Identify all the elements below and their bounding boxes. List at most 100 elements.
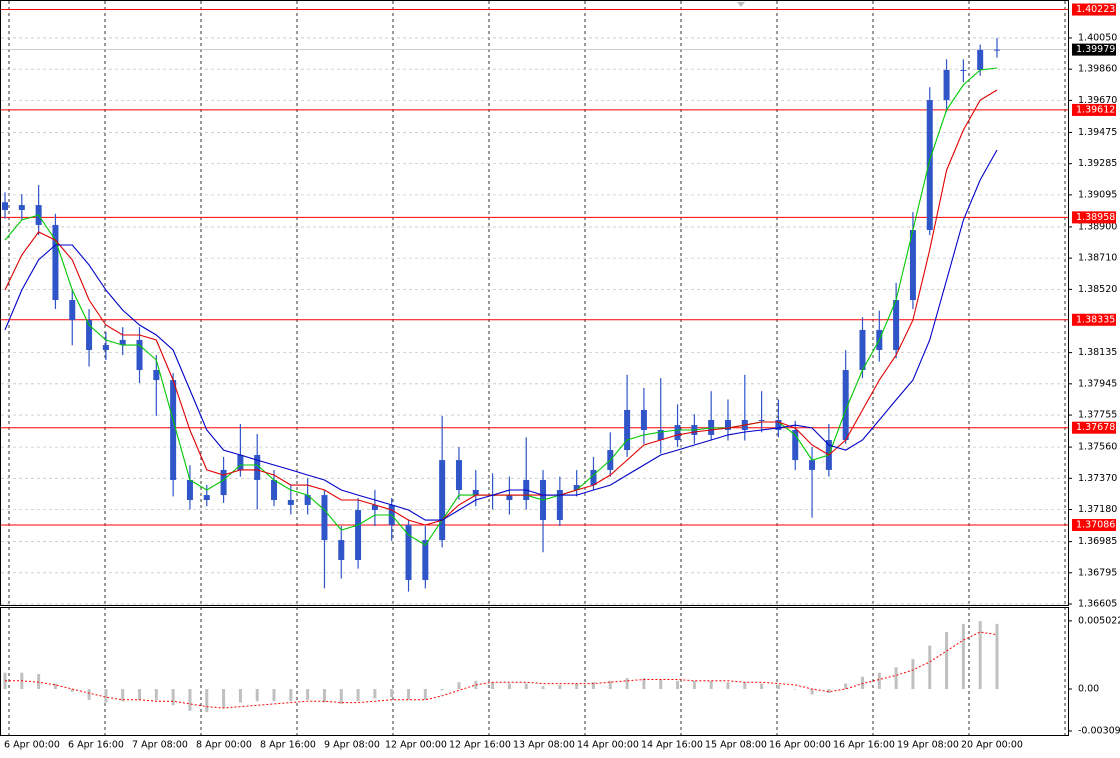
level-label-box xyxy=(1072,313,1116,326)
x-tick-label: 8 Apr 16:00 xyxy=(260,740,316,751)
histogram-bar xyxy=(70,688,74,692)
candle-body xyxy=(809,460,816,470)
level-label-box xyxy=(1072,3,1116,16)
histogram-bar xyxy=(205,688,209,713)
x-tick-label: 13 Apr 08:00 xyxy=(513,740,575,751)
histogram-bar xyxy=(558,684,562,689)
candle-body xyxy=(977,49,984,70)
histogram-bar xyxy=(961,623,965,689)
y-tick-label: 1.37755 xyxy=(1078,410,1117,421)
histogram-bar xyxy=(37,674,41,689)
level-label-box xyxy=(1072,103,1116,116)
x-tick-label: 14 Apr 16:00 xyxy=(641,740,703,751)
histogram-bar xyxy=(491,682,495,689)
level-label-box xyxy=(1072,211,1116,224)
candle-body xyxy=(758,419,765,421)
last-price-label: 1.39979 xyxy=(1076,44,1115,55)
x-tick-label: 9 Apr 08:00 xyxy=(324,740,380,751)
price-frame xyxy=(0,0,1069,606)
histogram-bar xyxy=(877,672,881,689)
histogram-bar xyxy=(928,645,932,689)
candle-body xyxy=(2,202,8,210)
candle-body xyxy=(573,485,580,490)
y-tick-label: 1.37180 xyxy=(1078,504,1117,515)
histogram-bar xyxy=(339,688,343,704)
candle-body xyxy=(136,339,143,371)
y-tick-label: 0.00 xyxy=(1078,683,1099,694)
y-tick-label: 1.37370 xyxy=(1078,473,1117,484)
histogram-bar xyxy=(541,686,545,689)
histogram-bar xyxy=(188,688,192,711)
oscillator-panel xyxy=(3,621,999,713)
histogram-bar xyxy=(844,683,848,689)
level-label: 1.39612 xyxy=(1076,104,1115,115)
histogram-bar xyxy=(289,688,293,702)
candle-body xyxy=(926,100,933,231)
candle-body xyxy=(994,49,1000,51)
y-tick-label: 1.39285 xyxy=(1078,158,1117,169)
candle-body xyxy=(556,489,563,521)
histogram-bar xyxy=(222,688,226,708)
level-label: 1.38958 xyxy=(1076,212,1115,223)
x-tick-label: 6 Apr 00:00 xyxy=(4,740,60,751)
histogram-bar xyxy=(524,683,528,689)
histogram-bar xyxy=(827,688,831,694)
y-tick-label: 1.39860 xyxy=(1078,64,1117,75)
candle-body xyxy=(170,380,177,480)
y-tick-label: 1.36605 xyxy=(1078,599,1117,610)
candle-body xyxy=(153,370,160,381)
histogram-bar xyxy=(154,688,158,700)
candle-body xyxy=(724,419,731,431)
histogram-bar xyxy=(390,688,394,698)
histogram-bar xyxy=(760,683,764,689)
histogram-bar xyxy=(474,680,478,689)
level-label: 1.38335 xyxy=(1076,314,1115,325)
x-tick-label: 20 Apr 00:00 xyxy=(961,740,1023,751)
x-tick-label: 14 Apr 00:00 xyxy=(577,740,639,751)
histogram-bar xyxy=(591,682,595,689)
candle-body xyxy=(506,495,513,501)
histogram-bar xyxy=(255,688,259,702)
x-tick-label: 8 Apr 00:00 xyxy=(196,740,252,751)
candle-body xyxy=(943,69,950,101)
histogram-bar xyxy=(995,623,999,689)
histogram-bar xyxy=(457,682,461,689)
histogram-bar xyxy=(373,688,377,699)
moving-average xyxy=(4,149,998,521)
grid xyxy=(1,1,1069,735)
histogram-bar xyxy=(743,682,747,689)
y-tick-label: 1.38710 xyxy=(1078,253,1117,264)
candle-body xyxy=(186,479,193,501)
y-tick-label: 1.39670 xyxy=(1078,95,1117,106)
y-tick-label: 1.40050 xyxy=(1078,32,1117,43)
candle-body xyxy=(792,430,799,461)
x-tick-label: 12 Apr 00:00 xyxy=(385,740,447,751)
histogram-bar xyxy=(507,683,511,689)
candle-body xyxy=(624,409,631,451)
histogram-bar xyxy=(676,680,680,689)
signal-line xyxy=(5,631,998,709)
x-tick-label: 12 Apr 16:00 xyxy=(449,740,511,751)
histogram-bar xyxy=(407,688,411,700)
level-label-box xyxy=(1072,518,1116,531)
y-tick-label: 1.38520 xyxy=(1078,284,1117,295)
histogram-bar xyxy=(776,684,780,689)
candle-body xyxy=(338,540,345,560)
level-label: 1.40223 xyxy=(1076,4,1115,15)
level-label-box xyxy=(1072,421,1116,434)
candle-body xyxy=(203,495,210,501)
histogram-bar xyxy=(306,688,310,700)
histogram-bar xyxy=(171,688,175,706)
histogram-bar xyxy=(238,688,242,703)
y-tick-label: 1.37945 xyxy=(1078,378,1117,389)
candle-body xyxy=(859,329,866,371)
shift-marker xyxy=(737,2,745,7)
histogram-bar xyxy=(104,688,108,703)
histogram-bar xyxy=(322,688,326,703)
candle-body xyxy=(455,460,462,490)
candle-body xyxy=(254,454,261,480)
histogram-bar xyxy=(726,682,730,689)
x-tick-label: 7 Apr 08:00 xyxy=(132,740,188,751)
candle-body xyxy=(271,479,278,501)
